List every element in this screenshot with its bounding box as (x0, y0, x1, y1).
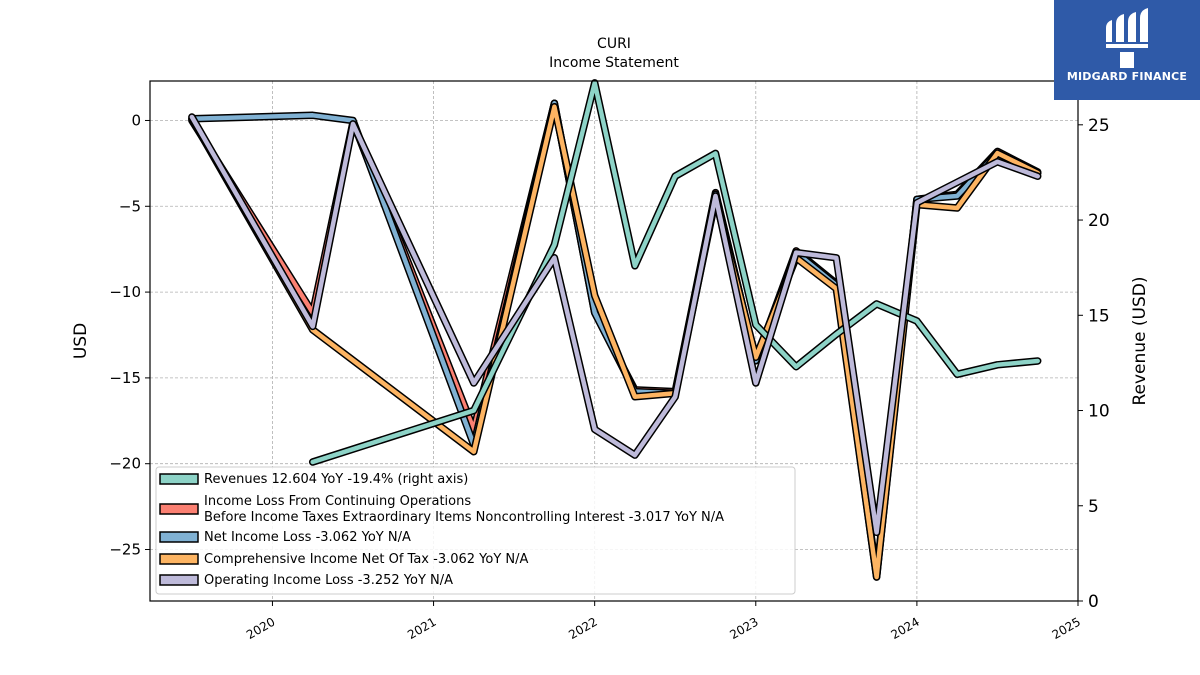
series-line-0 (308, 79, 1042, 466)
x-tick-label: 2023 (727, 615, 760, 642)
logo-mark-icon (1106, 8, 1148, 68)
chart-title: CURI (597, 36, 631, 52)
x-tick-label: 2025 (1050, 615, 1083, 642)
legend-label: Comprehensive Income Net Of Tax -3.062 Y… (204, 552, 529, 567)
legend-swatch (159, 503, 199, 515)
midgard-finance-logo: MIDGARD FINANCE (1054, 0, 1200, 100)
left-tick-label: −10 (109, 283, 141, 301)
series-line-4 (188, 113, 1042, 537)
x-tick-label: 2024 (888, 615, 921, 642)
right-tick-label: 0 (1088, 592, 1099, 612)
plot-area-frame (149, 80, 1079, 602)
legend-label: Operating Income Loss -3.252 YoY N/A (204, 573, 453, 588)
legend-swatch (159, 553, 199, 565)
logo-text: MIDGARD FINANCE (1066, 70, 1188, 83)
left-tick-label: 0 (131, 111, 141, 129)
legend-label: Net Income Loss -3.062 YoY N/A (204, 530, 411, 545)
right-tick-label: 25 (1088, 116, 1110, 136)
x-tick-label: 2021 (405, 615, 438, 642)
right-tick-label: 20 (1088, 211, 1110, 231)
right-tick-label: 5 (1088, 497, 1099, 517)
left-tick-label: −25 (109, 541, 141, 559)
legend-label: Income Loss From Continuing Operations Be… (204, 494, 724, 525)
x-tick-label: 2022 (566, 615, 599, 642)
x-tick-label: 2020 (244, 615, 277, 642)
legend-swatch (159, 531, 199, 543)
left-tick-label: −5 (119, 197, 141, 215)
left-axis-label: USD (71, 323, 91, 359)
left-tick-label: −20 (109, 455, 141, 473)
chart-subtitle: Income Statement (549, 55, 679, 71)
right-tick-label: 15 (1088, 306, 1110, 326)
legend-swatch (159, 473, 199, 485)
left-tick-label: −15 (109, 369, 141, 387)
series-stroke (189, 114, 1040, 535)
legend-swatch (159, 574, 199, 586)
series-lines (188, 79, 1042, 581)
legend: Revenues 12.604 YoY -19.4% (right axis) I… (155, 466, 796, 595)
series-stroke (310, 80, 1040, 465)
legend-box (155, 466, 796, 595)
legend-label: Revenues 12.604 YoY -19.4% (right axis) (204, 472, 468, 487)
right-axis-label: Revenue (USD) (1130, 276, 1150, 405)
right-tick-label: 10 (1088, 402, 1110, 422)
